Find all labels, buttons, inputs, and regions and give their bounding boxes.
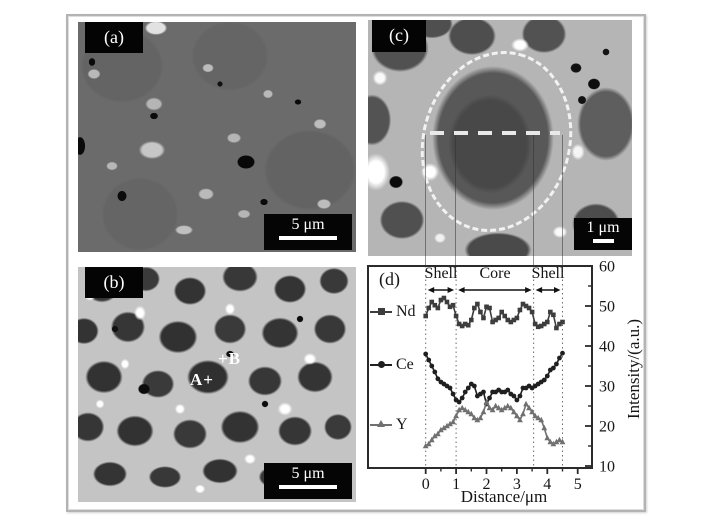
chart-series-Y [422, 398, 566, 449]
svg-text:2: 2 [483, 476, 491, 493]
panel-b-micrograph: (b) A+ +B 5 μm [78, 267, 356, 502]
point-annotation-a: A+ [190, 370, 214, 389]
line-profile-chart: 0 1 2 3 4 5 10 20 30 40 50 60 [367, 260, 615, 493]
legend-line-nd [370, 308, 392, 315]
guide-line-2 [533, 135, 534, 266]
panel-c-scale-bar-line [592, 239, 614, 243]
legend-line-y [370, 420, 392, 427]
svg-text:0: 0 [422, 476, 430, 493]
svg-text:4: 4 [543, 476, 551, 493]
panel-b-label-chip: (b) [85, 267, 143, 298]
line-scan-dashed-line [430, 131, 560, 135]
square-marker-icon [378, 308, 385, 315]
triangle-marker-icon [377, 420, 385, 427]
legend-line-ce [370, 361, 392, 368]
panel-d-label: (d) [379, 269, 400, 289]
panel-b-scale-bar-label: 5 μm [291, 465, 325, 482]
grain-outline-dashed-ellipse [400, 33, 593, 250]
panel-c-micrograph: (c) 1 μm [368, 20, 632, 256]
chart-axes: 0 1 2 3 4 5 10 20 30 40 50 60 [367, 260, 615, 493]
guide-line-1 [455, 135, 456, 266]
svg-text:60: 60 [599, 260, 615, 276]
panel-a-scale-bar-line [279, 236, 337, 240]
panel-c-scale-bar: 1 μm [574, 218, 632, 250]
point-annotation-b: +B [218, 349, 242, 368]
circle-marker-icon [378, 361, 385, 368]
legend-label-y: Y [396, 416, 408, 433]
guide-line-0 [425, 135, 426, 266]
panel-a-scale-bar: 5 μm [264, 214, 352, 250]
y-axis-label: Intensity/(a.u.) [624, 318, 643, 420]
x-axis-label: Distance/μm [460, 487, 548, 506]
svg-text:20: 20 [599, 419, 615, 436]
legend-item-ce: Ce [370, 355, 414, 375]
panel-b-label: (b) [103, 272, 125, 292]
svg-text:30: 30 [599, 379, 615, 396]
svg-text:10: 10 [599, 459, 615, 476]
panel-c-label-chip: (c) [372, 20, 426, 52]
chart-series-Nd [423, 295, 565, 331]
panel-a-scale-bar-label: 5 μm [291, 216, 325, 233]
legend-item-nd: Nd [370, 302, 416, 322]
legend-label-ce: Ce [396, 356, 414, 373]
svg-text:5: 5 [574, 476, 582, 493]
panel-a-micrograph: (a) 5 μm [78, 22, 356, 252]
svg-text:3: 3 [513, 476, 521, 493]
panel-b-scale-bar-line [279, 485, 337, 489]
svg-text:40: 40 [599, 339, 615, 356]
panel-a-label-chip: (a) [85, 22, 143, 53]
legend-item-y: Y [370, 415, 408, 435]
panel-c-scale-bar-label: 1 μm [586, 219, 620, 236]
panel-b-scale-bar: 5 μm [264, 463, 352, 499]
region-label-shell-right: Shell [531, 265, 565, 282]
region-label-shell-left: Shell [424, 265, 458, 282]
panel-c-label: (c) [389, 25, 409, 45]
region-label-core: Core [479, 265, 511, 282]
svg-text:1: 1 [452, 476, 460, 493]
svg-text:50: 50 [599, 299, 615, 316]
legend-label-nd: Nd [396, 303, 416, 320]
chart-series-Ce [423, 350, 565, 407]
guide-line-3 [562, 135, 563, 266]
panel-a-label: (a) [104, 27, 124, 47]
chart-region-arrows [427, 287, 561, 293]
